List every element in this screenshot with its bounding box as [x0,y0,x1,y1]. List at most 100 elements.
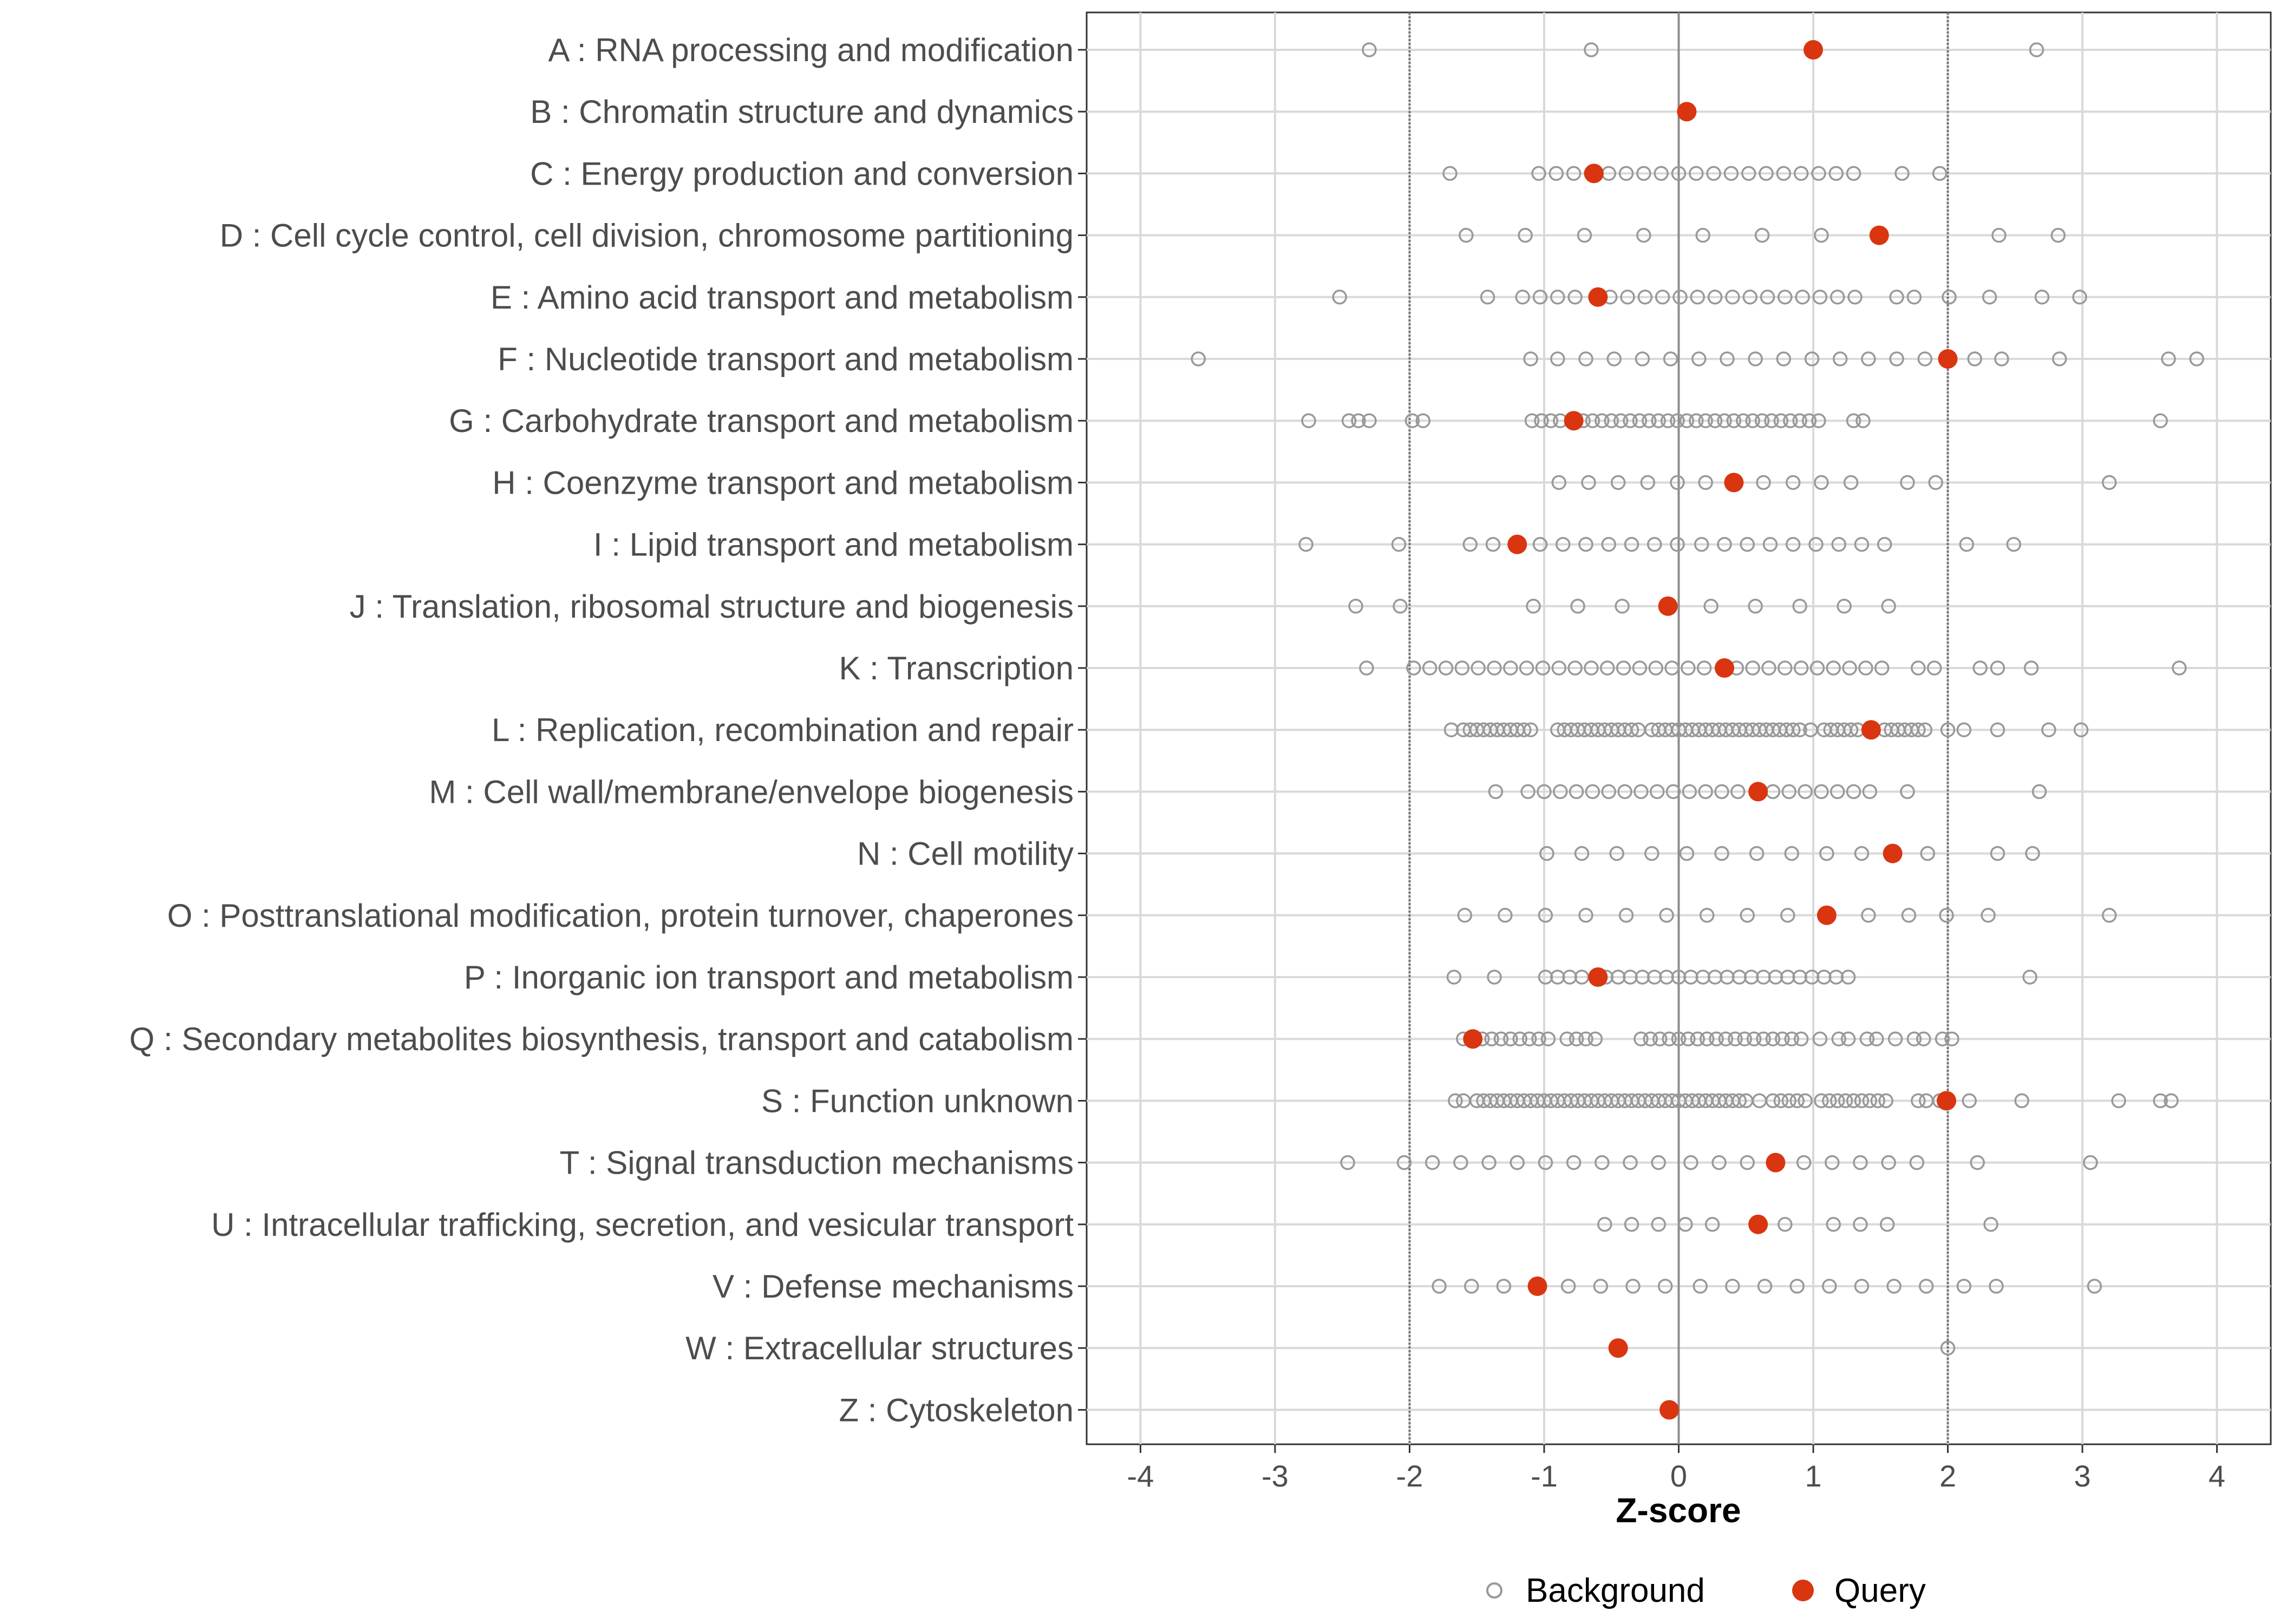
background-point [2172,660,2187,676]
background-point [1760,290,1775,305]
background-point [1660,413,1676,428]
background-point [1981,908,1996,923]
category-label: P : Inorganic ion transport and metaboli… [464,959,1074,996]
background-point [1516,722,1532,737]
background-point [1574,846,1590,861]
background-point [1756,1031,1771,1046]
query-point [1766,1152,1786,1173]
background-point [1783,413,1798,428]
background-point [1789,1093,1805,1109]
background-point [1613,413,1629,428]
background-point [1814,475,1829,490]
background-point [1652,1031,1668,1046]
category-label: H : Coenzyme transport and metabolism [492,464,1074,501]
background-point [1847,290,1863,305]
background-point [1454,660,1470,676]
background-point [1785,475,1801,490]
background-point [1595,413,1610,428]
background-point [1798,784,1813,800]
background-point [1691,351,1707,366]
background-point [1825,1155,1840,1170]
background-point [1524,413,1540,428]
background-point [1714,784,1729,800]
background-point [1878,1093,1893,1109]
background-point [1789,1279,1805,1294]
background-point [1438,660,1454,676]
background-point [2034,290,2050,305]
background-point [1843,475,1859,490]
background-point [2102,908,2117,923]
background-point [1415,413,1431,428]
background-point [1754,413,1770,428]
background-point [1636,166,1651,181]
background-point [1804,351,1820,366]
x-tick-label: -4 [1127,1459,1154,1493]
background-point [1726,413,1742,428]
background-point [1496,1279,1512,1294]
legend: Background Query [1486,1572,1926,1609]
background-point [1503,1031,1518,1046]
x-tick-label: -3 [1262,1459,1289,1493]
query-point [1564,411,1584,431]
background-point [1526,599,1541,614]
background-point [1488,784,1504,800]
background-point [1796,1155,1812,1170]
background-point [1846,784,1861,800]
background-point [1633,1031,1649,1046]
background-point [1487,970,1502,985]
background-point [1534,413,1549,428]
background-point [1900,475,1915,490]
background-point [1831,536,1846,552]
query-point [1724,473,1744,493]
background-point [1553,784,1568,800]
background-point [1842,660,1857,676]
query-point [1861,720,1881,740]
background-point [1808,536,1824,552]
background-point [1742,290,1757,305]
query-point [1507,534,1527,554]
background-point [1917,351,1933,366]
background-point [1785,722,1801,737]
background-point [1812,1031,1828,1046]
background-point [1678,1217,1693,1232]
background-point [1578,351,1593,366]
background-point [1548,166,1564,181]
background-point [1587,1031,1603,1046]
query-point [1659,1400,1680,1420]
background-point [1615,599,1630,614]
background-point [1556,536,1571,552]
background-point [1837,599,1852,614]
category-label: Q : Secondary metabolites biosynthesis, … [129,1021,1074,1057]
background-point [1784,846,1800,861]
background-point [1679,846,1695,861]
background-point [1886,1279,1901,1294]
x-tick-label: -1 [1531,1459,1558,1493]
background-point [1854,846,1870,861]
background-point [1690,290,1706,305]
background-point [1699,1031,1715,1046]
category-label: L : Replication, recombination and repai… [492,712,1074,748]
background-point [1723,166,1739,181]
background-point [1776,166,1792,181]
background-point [1585,784,1600,800]
background-point [1624,1217,1639,1232]
background-point [1826,1217,1841,1232]
background-point [1396,1155,1412,1170]
background-point [1659,908,1674,923]
x-axis-title: Z-score [1616,1491,1741,1530]
background-point [1989,1279,2004,1294]
background-point [1920,846,1936,861]
background-point [1793,166,1809,181]
background-point [1911,660,1926,676]
background-point [1828,166,1844,181]
background-point [1578,1031,1593,1046]
background-point [1962,1093,1977,1109]
background-point [1754,227,1770,243]
background-point [1854,1279,1870,1294]
background-point [1909,1155,1925,1170]
background-point [1932,166,1948,181]
background-point [1778,660,1793,676]
background-point [1578,908,1593,923]
query-point [1714,658,1734,678]
background-point [1485,536,1501,552]
